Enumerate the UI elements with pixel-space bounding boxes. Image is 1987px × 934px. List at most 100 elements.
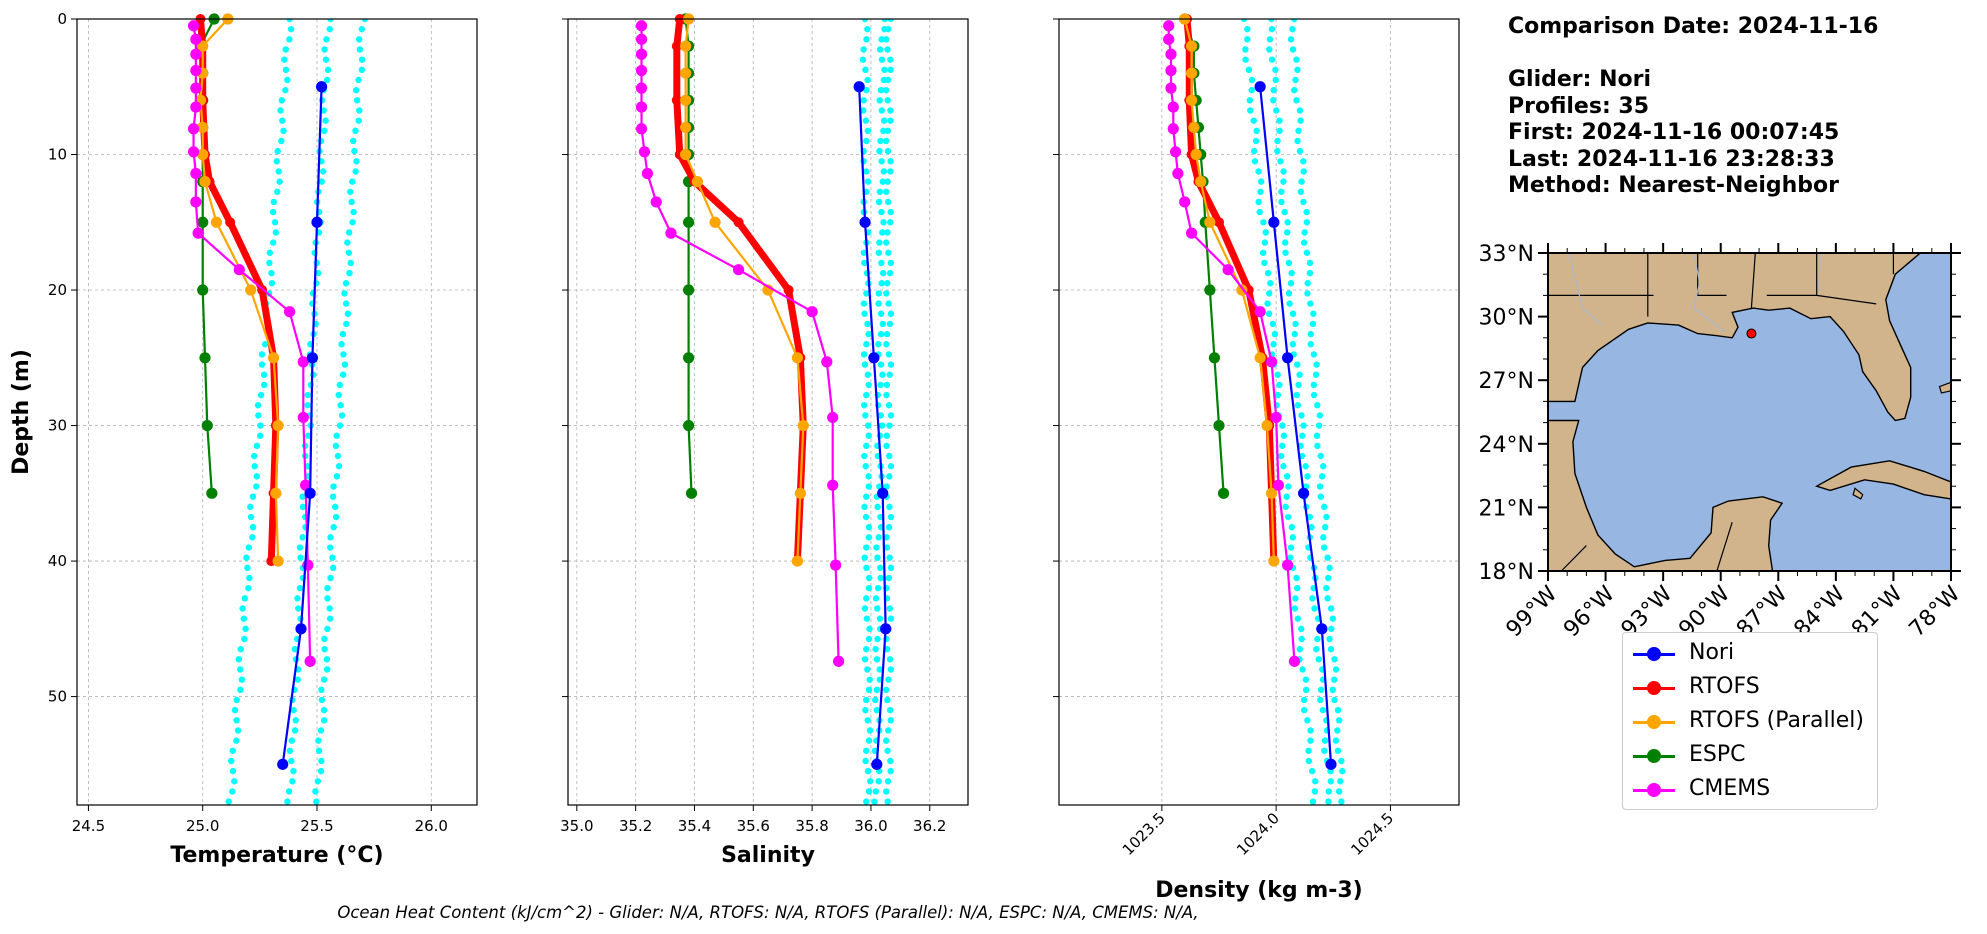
- glider-raw-point: [1292, 76, 1299, 84]
- data-point-rtofs-parallel: [680, 121, 692, 134]
- glider-raw-point: [315, 737, 322, 744]
- glider-raw-point: [1260, 219, 1267, 226]
- data-point-nori: [877, 487, 889, 499]
- glider-raw-point: [863, 137, 870, 145]
- glider-raw-point: [1332, 666, 1340, 673]
- glider-raw-point: [1280, 178, 1287, 185]
- glider-raw-point: [875, 778, 882, 785]
- data-point-espc: [682, 419, 695, 432]
- data-point-nori: [1281, 352, 1294, 364]
- data-point-espc: [1217, 487, 1230, 499]
- glider-raw-point: [1289, 46, 1297, 53]
- glider-raw-point: [251, 463, 258, 470]
- glider-raw-point: [1284, 219, 1291, 226]
- state-border: [1716, 522, 1733, 572]
- glider-raw-point: [271, 219, 279, 226]
- glider-raw-point: [1292, 595, 1299, 602]
- glider-raw-point: [876, 615, 884, 622]
- glider-raw-point: [229, 747, 236, 754]
- glider-raw-point: [342, 280, 350, 287]
- glider-raw-point: [1285, 483, 1292, 490]
- glider-raw-point: [1279, 442, 1286, 450]
- glider-raw-point: [883, 645, 891, 653]
- glider-raw-point: [862, 706, 869, 714]
- glider-raw-point: [340, 351, 347, 358]
- glider-raw-point: [863, 168, 870, 175]
- data-point-cmems: [1167, 101, 1179, 113]
- glider-raw-point: [358, 66, 366, 74]
- glider-raw-point: [1258, 178, 1265, 185]
- glider-raw-point: [885, 25, 892, 33]
- glider-raw-point: [275, 168, 282, 175]
- glider-raw-point: [887, 564, 895, 572]
- glider-raw-point: [1291, 19, 1298, 23]
- glider-raw-point: [253, 442, 261, 450]
- glider-raw-point: [1297, 188, 1305, 195]
- glider-raw-point: [1299, 432, 1306, 439]
- x-tick-label: 35.4: [678, 817, 711, 835]
- glider-raw-point: [333, 473, 341, 480]
- glider-raw-point: [1310, 310, 1317, 317]
- legend-item-espc: ESPC: [1623, 739, 1877, 773]
- glider-raw-point: [292, 717, 299, 724]
- series-line-cmems: [192, 25, 312, 662]
- glider-raw-point: [1303, 249, 1311, 256]
- data-point-nori: [1297, 487, 1310, 499]
- legend-label: RTOFS: [1689, 674, 1760, 699]
- glider-raw-point: [883, 686, 890, 694]
- data-point-espc: [685, 487, 698, 499]
- glider-raw-point: [1313, 645, 1320, 653]
- glider-raw-point: [290, 706, 297, 714]
- temperature-panel: 0 10 20 30 40 50 24.5 25.0 25.5 26.0 Temperature (…: [9, 10, 478, 868]
- glider-raw-point: [297, 554, 304, 561]
- glider-profile-cloud: [859, 19, 895, 805]
- series-line-nori: [858, 86, 887, 765]
- glider-name: Glider: Nori: [1508, 67, 1652, 92]
- glider-raw-point: [304, 432, 312, 439]
- glider-raw-point: [1307, 341, 1314, 348]
- glider-raw-point: [887, 66, 894, 74]
- data-point-rtofs-parallel: [267, 352, 280, 364]
- glider-raw-point: [1246, 97, 1253, 104]
- glider-raw-point: [1303, 208, 1310, 216]
- glider-raw-point: [1319, 706, 1327, 714]
- glider-raw-point: [886, 320, 894, 328]
- series-rtofs-parallel: [1179, 13, 1280, 567]
- glider-raw-point: [866, 727, 874, 734]
- glider-raw-point: [887, 513, 895, 521]
- glider-raw-point: [334, 452, 342, 460]
- glider-raw-point: [257, 422, 264, 429]
- glider-raw-point: [1285, 513, 1292, 521]
- glider-raw-point: [861, 503, 868, 511]
- glider-raw-point: [1309, 320, 1317, 328]
- glider-raw-point: [861, 656, 869, 663]
- glider-raw-point: [865, 523, 873, 531]
- glider-raw-point: [887, 219, 894, 226]
- glider-raw-point: [330, 483, 337, 490]
- glider-raw-point: [865, 330, 872, 338]
- glider-raw-point: [876, 46, 884, 53]
- glider-raw-point: [260, 381, 268, 389]
- glider-raw-point: [1311, 605, 1318, 612]
- glider-raw-point: [865, 381, 872, 389]
- data-point-cmems: [1222, 264, 1234, 276]
- glider-raw-point: [863, 391, 870, 399]
- glider-raw-point: [864, 666, 871, 673]
- glider-raw-point: [1287, 544, 1295, 551]
- glider-raw-point: [880, 117, 888, 124]
- glider-raw-point: [1296, 645, 1303, 653]
- glider-raw-point: [1326, 635, 1333, 643]
- glider-raw-point: [874, 584, 882, 592]
- glider-raw-point: [1288, 269, 1295, 277]
- glider-raw-point: [882, 137, 890, 145]
- glider-raw-point: [863, 442, 870, 450]
- glider-raw-point: [338, 341, 345, 348]
- glider-raw-point: [878, 280, 885, 287]
- glider-raw-point: [1329, 615, 1337, 622]
- glider-raw-point: [361, 19, 369, 23]
- glider-raw-point: [874, 635, 881, 643]
- glider-raw-point: [1247, 107, 1254, 114]
- glider-raw-point: [1283, 493, 1290, 500]
- glider-raw-point: [1253, 127, 1260, 135]
